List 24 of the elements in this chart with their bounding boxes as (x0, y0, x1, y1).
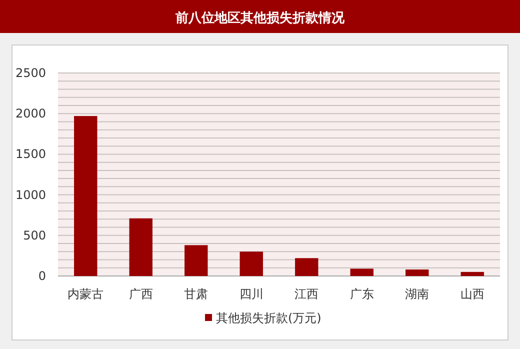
bar (184, 245, 208, 276)
chart-title: 前八位地区其他损失折款情况 (174, 11, 346, 26)
bar (74, 116, 98, 276)
x-tick-label: 广西 (128, 287, 153, 301)
bar (295, 258, 318, 276)
y-tick-label: 1000 (15, 188, 46, 202)
y-tick-label: 0 (38, 269, 46, 283)
y-tick-label: 2000 (15, 106, 46, 121)
legend-label: 其他损失折款(万元) (216, 311, 322, 325)
bar (460, 272, 484, 276)
bar (240, 252, 263, 276)
x-tick-label: 湖南 (405, 287, 430, 301)
y-tick-label: 1500 (15, 147, 46, 162)
x-tick-label: 四川 (239, 287, 264, 301)
bar (350, 268, 374, 276)
x-tick-label: 江西 (294, 287, 319, 301)
y-tick-label: 500 (23, 228, 46, 242)
x-tick-label: 甘肃 (184, 287, 208, 301)
x-tick-label: 山西 (460, 287, 484, 301)
y-tick-label: 2500 (15, 66, 46, 80)
bar (129, 218, 152, 276)
x-tick-label: 广东 (350, 287, 374, 301)
x-tick-label: 内蒙古 (68, 287, 104, 301)
bar (406, 270, 429, 276)
